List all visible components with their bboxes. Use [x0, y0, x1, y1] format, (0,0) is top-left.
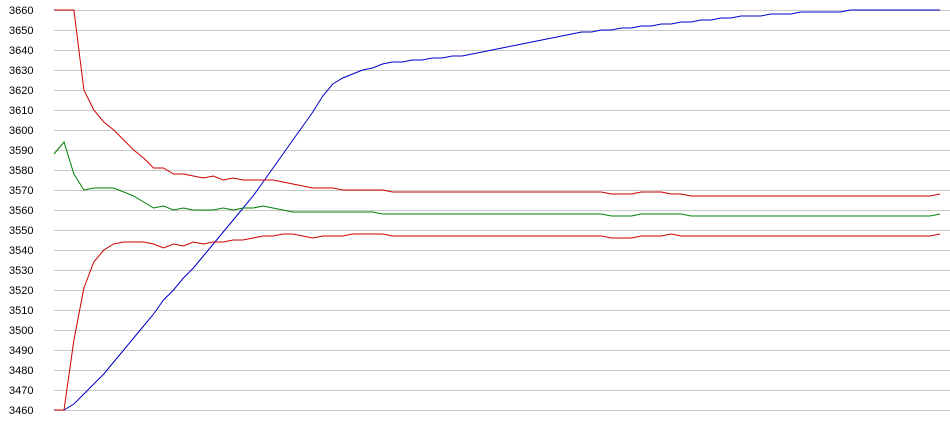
- y-tick-label: 3490: [9, 345, 33, 357]
- y-tick-label: 3470: [9, 385, 33, 397]
- y-tick-label: 3480: [9, 365, 33, 377]
- y-tick-label: 3530: [9, 265, 33, 277]
- y-tick-label: 3590: [9, 145, 33, 157]
- y-tick-label: 3650: [9, 25, 33, 37]
- y-tick-label: 3460: [9, 405, 33, 417]
- y-tick-label: 3520: [9, 285, 33, 297]
- y-tick-label: 3660: [9, 5, 33, 17]
- y-axis-tick-labels: 3460 3470 3480 3490 3500 3510 3520 3530 3540 3550…: [9, 5, 33, 417]
- y-tick-label: 3510: [9, 305, 33, 317]
- y-tick-label: 3550: [9, 225, 33, 237]
- y-tick-label: 3500: [9, 325, 33, 337]
- y-tick-label: 3640: [9, 45, 33, 57]
- y-tick-label: 3620: [9, 85, 33, 97]
- y-tick-label: 3630: [9, 65, 33, 77]
- y-tick-label: 3570: [9, 185, 33, 197]
- series-line-3: [53, 140, 941, 217]
- y-tick-label: 3600: [9, 125, 33, 137]
- y-tick-label: 3540: [9, 245, 33, 257]
- series-lines: [53, 9, 941, 411]
- series-line-4: [54, 233, 941, 411]
- y-tick-label: 3610: [9, 105, 33, 117]
- series-line-1: [54, 9, 940, 411]
- y-tick-label: 3580: [9, 165, 33, 177]
- series-line-2: [54, 9, 941, 197]
- y-tick-label: 3560: [9, 205, 33, 217]
- grid-lines: [54, 10, 950, 411]
